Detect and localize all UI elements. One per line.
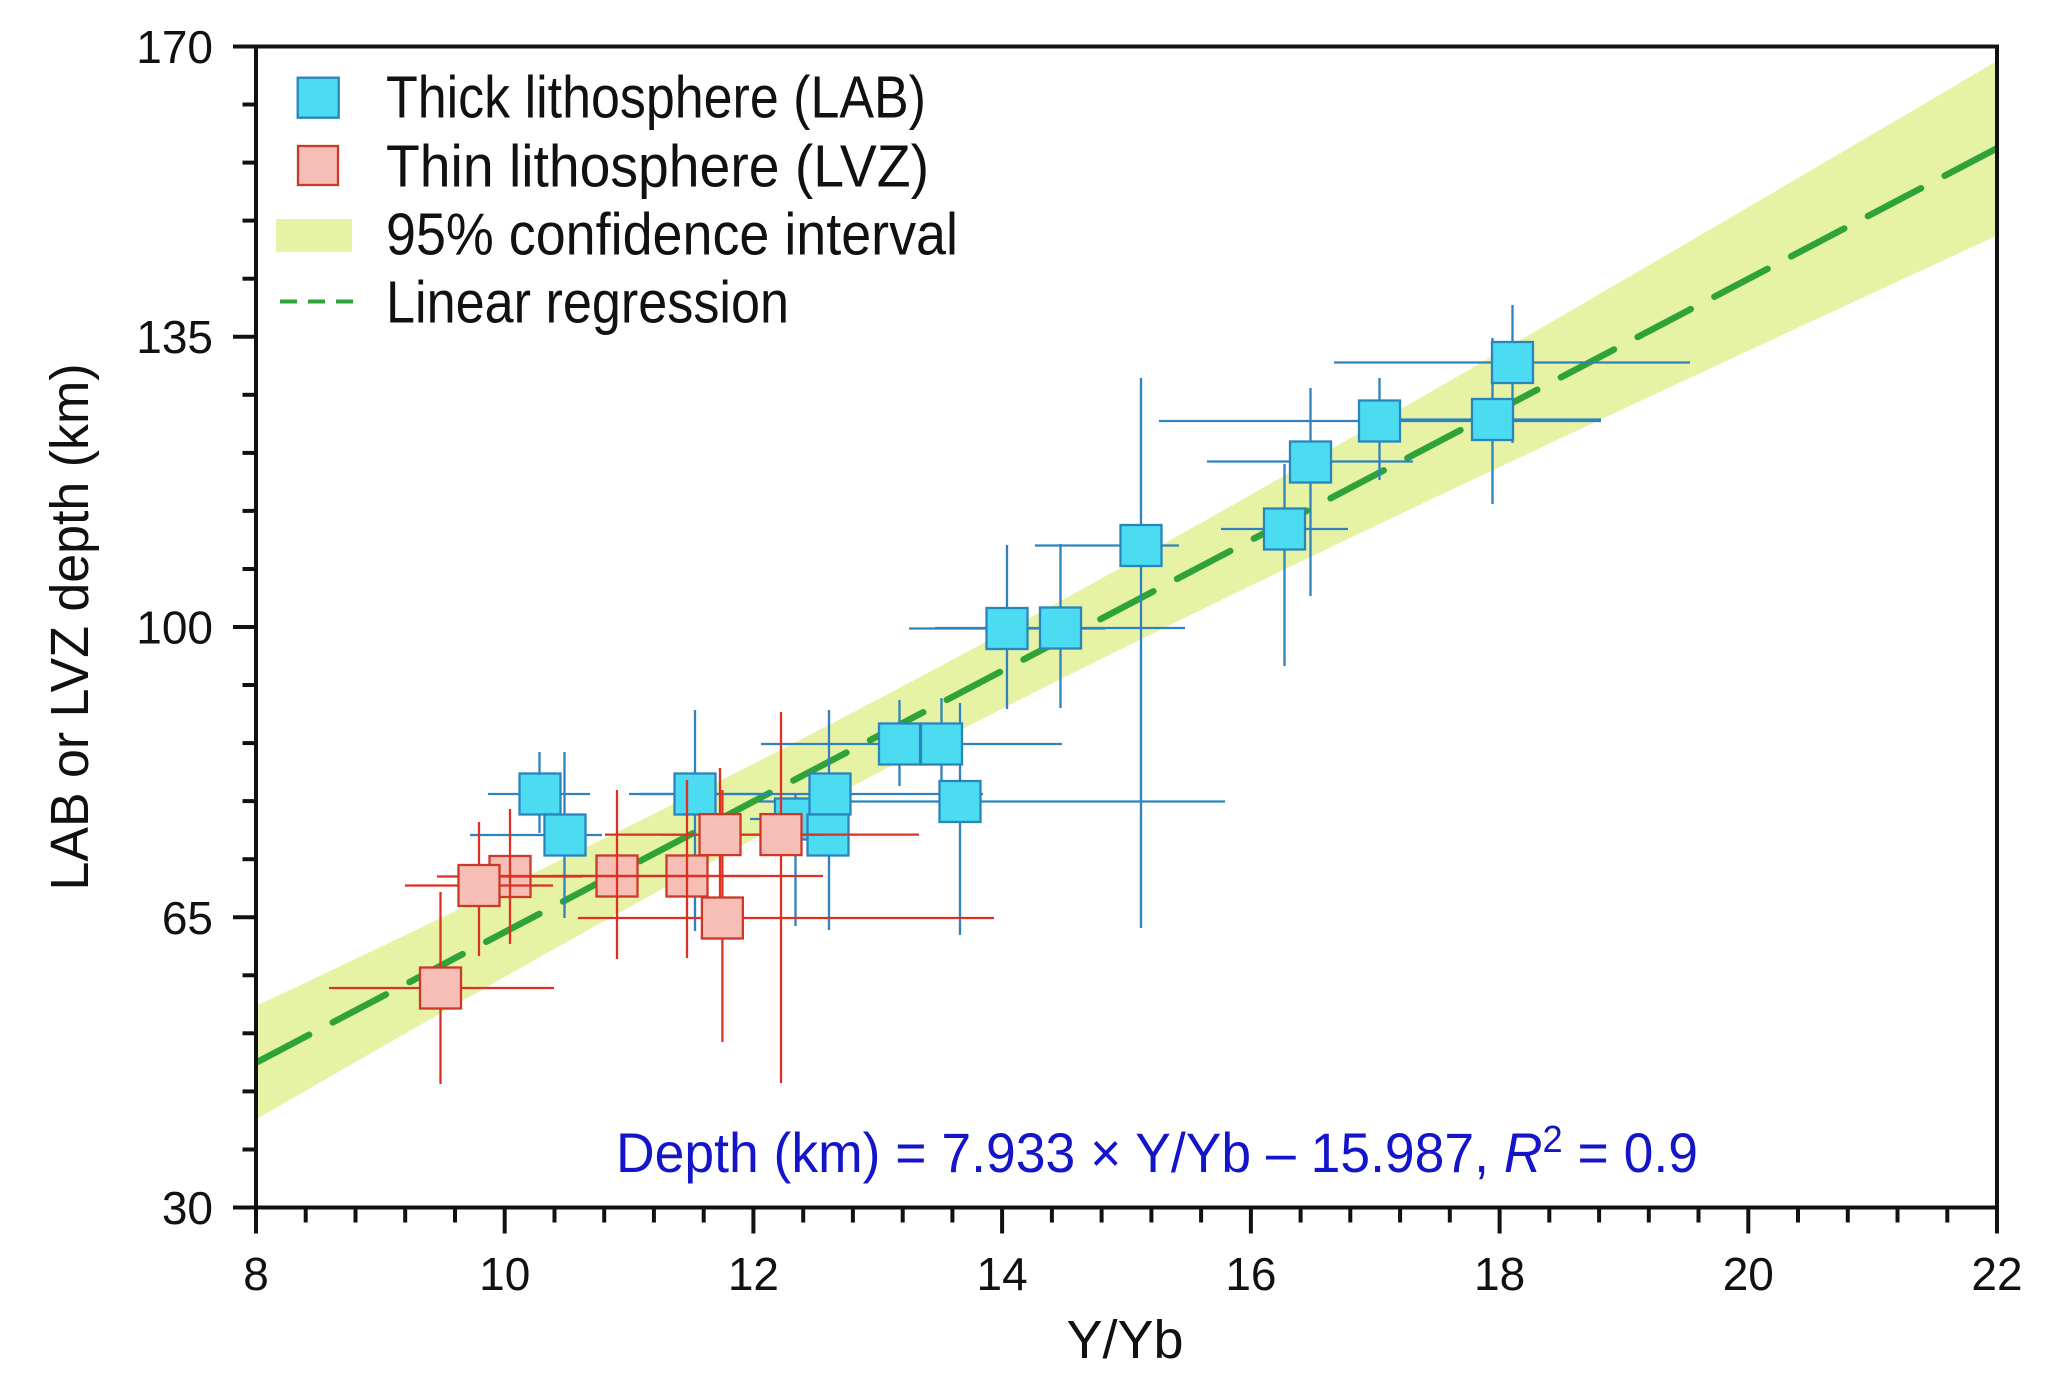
svg-text:12: 12: [728, 1248, 779, 1300]
svg-text:Linear regression: Linear regression: [386, 270, 789, 336]
svg-text:18: 18: [1474, 1248, 1525, 1300]
svg-text:Y/Yb: Y/Yb: [1066, 1310, 1183, 1370]
svg-text:20: 20: [1723, 1248, 1774, 1300]
svg-text:Thin lithosphere (LVZ): Thin lithosphere (LVZ): [386, 134, 929, 200]
svg-text:135: 135: [136, 311, 213, 363]
svg-text:Depth (km) = 7.933 × Y/Yb – 15: Depth (km) = 7.933 × Y/Yb – 15.987, R2 =…: [616, 1117, 1698, 1184]
svg-text:65: 65: [162, 892, 213, 944]
svg-text:Thick lithosphere (LAB): Thick lithosphere (LAB): [386, 65, 926, 131]
svg-text:100: 100: [136, 602, 213, 654]
svg-text:30: 30: [162, 1182, 213, 1234]
svg-text:16: 16: [1225, 1248, 1276, 1300]
svg-text:8: 8: [243, 1248, 269, 1300]
svg-text:14: 14: [977, 1248, 1028, 1300]
svg-text:10: 10: [479, 1248, 530, 1300]
svg-text:95% confidence interval: 95% confidence interval: [386, 202, 958, 268]
svg-text:22: 22: [1971, 1248, 2022, 1300]
svg-text:170: 170: [136, 21, 213, 73]
svg-text:LAB or LVZ depth (km): LAB or LVZ depth (km): [40, 364, 100, 891]
